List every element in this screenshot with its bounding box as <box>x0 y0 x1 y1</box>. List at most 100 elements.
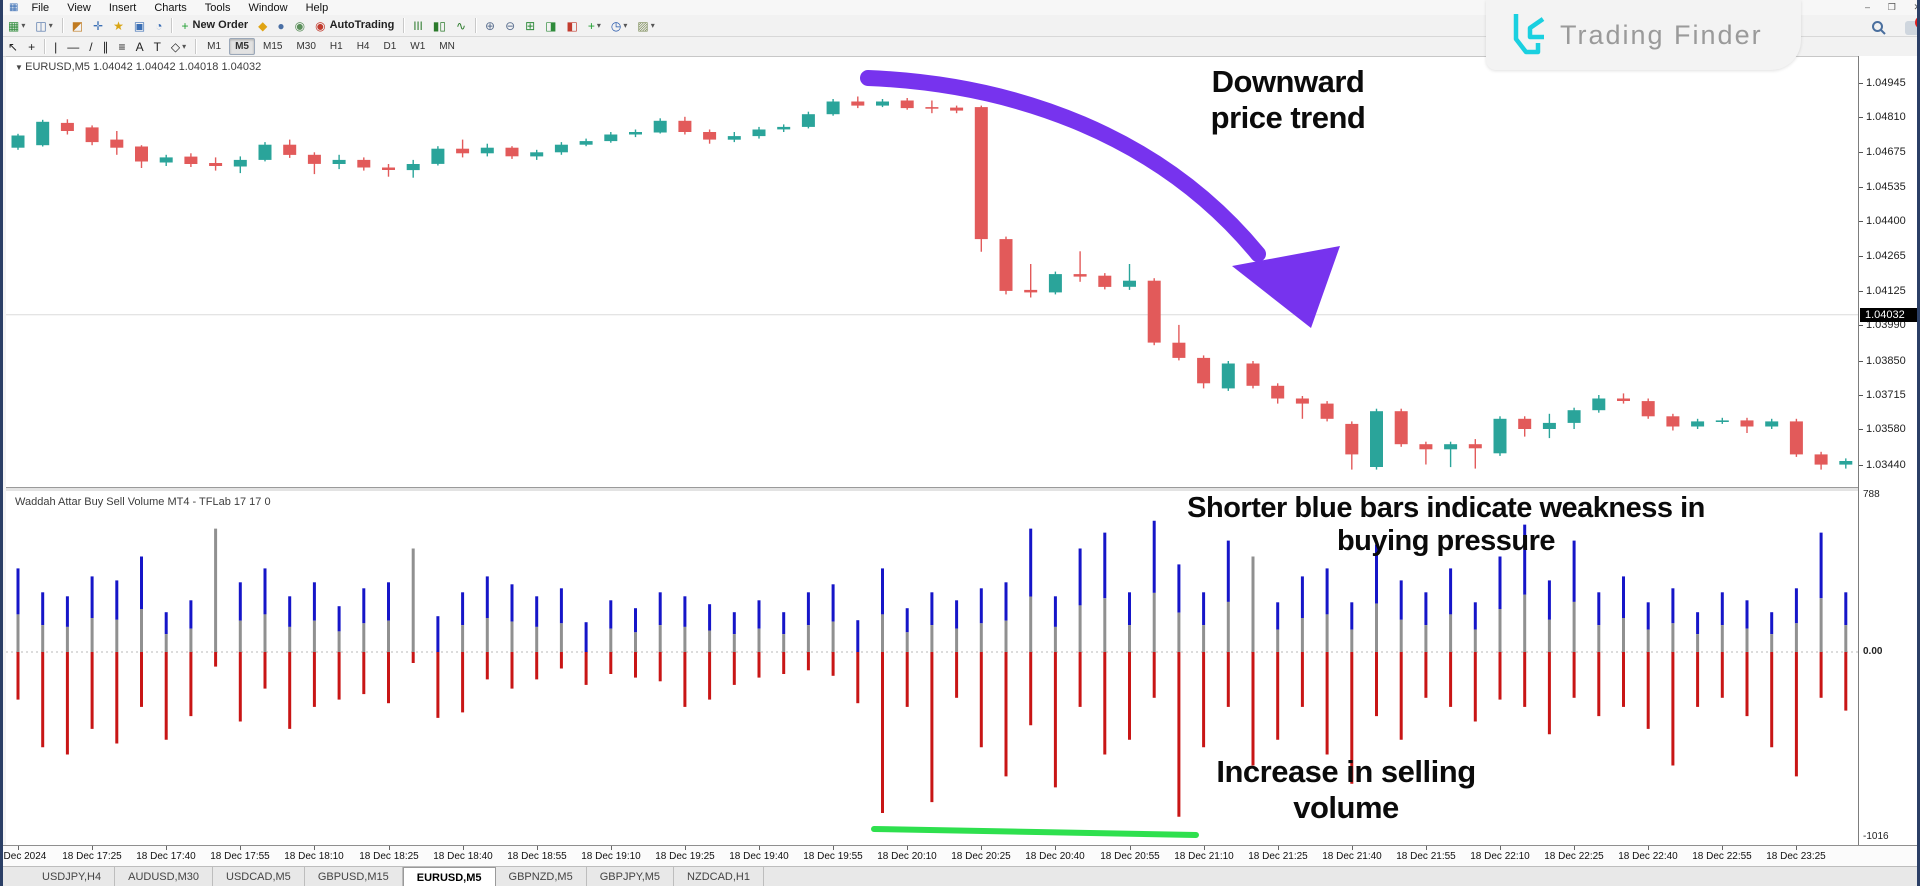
bar-chart-button[interactable]: ǀǀǀ <box>409 16 426 35</box>
volume-histogram[interactable] <box>6 492 1858 845</box>
candlestick-chart[interactable] <box>6 56 1858 487</box>
price-tick <box>1859 83 1863 84</box>
timeframe-M5[interactable]: M5 <box>229 38 255 55</box>
price-tick <box>1859 325 1863 326</box>
vline-tool[interactable]: | <box>50 37 61 56</box>
timeframe-H4[interactable]: H4 <box>356 41 370 52</box>
hline-tool[interactable]: — <box>63 37 83 56</box>
experts-button[interactable]: ● <box>273 16 288 35</box>
shapes-tool[interactable]: ◇ ▾ <box>167 37 190 56</box>
shapes-icon: ◇ <box>170 39 181 54</box>
text-icon: A <box>135 39 144 54</box>
fibonacci-icon: ≡ <box>118 39 126 54</box>
menu-view[interactable]: View <box>67 1 91 14</box>
strategy-tester-icon: ◔ <box>155 18 163 33</box>
maximize-button[interactable]: ❒ <box>1887 2 1896 12</box>
menu-help[interactable]: Help <box>305 1 329 14</box>
tab-gbpjpy-m5[interactable]: GBPJPY,M5 <box>586 867 675 886</box>
metaeditor-button[interactable]: ◆ <box>254 16 271 35</box>
time-label: 18 Dec 22:40 <box>1618 851 1678 862</box>
tab-nzdcad-h1[interactable]: NZDCAD,H1 <box>674 867 764 886</box>
new-chart-icon: ▦ <box>8 18 20 33</box>
time-tick <box>1204 846 1205 850</box>
zoom-in-button[interactable]: ⊕ <box>481 16 499 35</box>
menu-charts[interactable]: Charts <box>154 1 187 14</box>
minimize-button[interactable]: – <box>1865 2 1871 12</box>
search-icon[interactable] <box>1871 20 1887 36</box>
periods-button[interactable]: ◷ ▾ <box>607 16 632 35</box>
crosshair-tool[interactable]: + <box>24 37 39 56</box>
close-button[interactable]: ✕ <box>1913 2 1917 13</box>
time-label: 18 Dec 20:10 <box>877 851 937 862</box>
bar-chart-icon: ǀǀǀ <box>413 18 423 33</box>
chart-collapse-icon[interactable]: ▼ <box>15 63 26 72</box>
tile-windows-button[interactable]: ⊞ <box>521 16 539 35</box>
market-watch-button[interactable]: ◩ <box>68 16 87 35</box>
candle-chart-button[interactable]: ▮▯ <box>429 16 450 35</box>
timeframe-M30[interactable]: M30 <box>296 41 316 52</box>
dropdown-arrow-icon: ▾ <box>21 20 26 30</box>
vline-icon: | <box>54 39 58 54</box>
time-label: 18 Dec 23:25 <box>1766 851 1826 862</box>
strategy-tester-button[interactable]: ◔ <box>151 16 166 35</box>
cursor-tool[interactable]: ↖ <box>4 37 22 56</box>
timeframe-H1[interactable]: H1 <box>329 41 343 52</box>
tab-usdcad-m5[interactable]: USDCAD,M5 <box>213 867 305 886</box>
time-label: 18 Dec 22:55 <box>1692 851 1752 862</box>
timeframe-M1[interactable]: M1 <box>207 41 222 52</box>
time-label: 18 Dec 19:55 <box>803 851 863 862</box>
indicators-button[interactable]: + ▾ <box>584 16 605 35</box>
news-button[interactable]: ◉ <box>291 16 309 35</box>
tab-eurusd-m5[interactable]: EURUSD,M5 <box>402 867 496 886</box>
navigator-button[interactable]: ★ <box>109 16 128 35</box>
line-chart-button[interactable]: ∿ <box>452 16 470 35</box>
market-watch-icon: ◩ <box>71 18 84 33</box>
time-label: 18 Dec 18:40 <box>433 851 493 862</box>
fibonacci-tool[interactable]: ≡ <box>115 37 130 56</box>
time-tick <box>1352 846 1353 850</box>
tab-gbpnzd-m5[interactable]: GBPNZD,M5 <box>495 867 587 886</box>
menu-window[interactable]: Window <box>248 1 288 14</box>
timeframe-W1[interactable]: W1 <box>410 41 426 52</box>
toolbar-standard: ▦ ▾ ◫ ▾ ◩ ✛ ★ ▣ ◔ + New Order ◆ ● ◉ ◉ AutoTrading ǀǀǀ ▮▯ ∿… <box>3 15 1917 37</box>
pane-divider[interactable] <box>6 487 1858 492</box>
hline-icon: — <box>67 39 80 54</box>
new-chart-button[interactable]: ▦ ▾ <box>4 16 29 35</box>
menu-file[interactable]: File <box>31 1 50 14</box>
price-tick <box>1859 361 1863 362</box>
zoom-out-icon: ⊖ <box>505 18 516 33</box>
trendline-tool[interactable]: / <box>85 37 96 56</box>
timeframe-M15[interactable]: M15 <box>262 41 283 52</box>
price-axis[interactable]: 1.04945 1.04810 1.04675 1.04535 1.04400 1.042… <box>1858 56 1917 845</box>
time-tick <box>1648 846 1649 850</box>
templates-button[interactable]: ▨ ▾ <box>633 16 658 35</box>
notification-icon[interactable]: 1 <box>1905 16 1917 35</box>
channel-tool[interactable]: ∥ <box>99 37 113 56</box>
menu-insert[interactable]: Insert <box>108 1 137 14</box>
time-tick <box>389 846 390 850</box>
time-axis[interactable]: 18 Dec 2024 18 Dec 17:25 18 Dec 17:40 18 De… <box>3 845 1917 867</box>
timeframe-D1[interactable]: D1 <box>383 41 397 52</box>
tab-audusd-m30[interactable]: AUDUSD,M30 <box>115 867 214 886</box>
dropdown-arrow-icon: ▾ <box>182 41 187 51</box>
autotrading-button[interactable]: ◉ AutoTrading <box>311 16 398 35</box>
arrange-button[interactable]: ◨ <box>541 16 560 35</box>
new-order-button[interactable]: + New Order <box>177 16 252 35</box>
tab-usdjpy-h4[interactable]: USDJPY,H4 <box>29 867 116 886</box>
terminal-button[interactable]: ▣ <box>130 16 149 35</box>
tab-gbpusd-m15[interactable]: GBPUSD,M15 <box>304 867 403 886</box>
zoom-out-button[interactable]: ⊖ <box>501 16 519 35</box>
timeframe-MN[interactable]: MN <box>439 41 455 52</box>
profiles-button[interactable]: ◫ ▾ <box>31 16 56 35</box>
cascade-button[interactable]: ◧ <box>563 16 582 35</box>
price-label: 1.04125 <box>1866 285 1906 297</box>
label-icon: T <box>153 39 161 54</box>
text-tool[interactable]: A <box>132 37 148 56</box>
price-tick <box>1859 429 1863 430</box>
profiles-icon: ◫ <box>35 18 47 33</box>
label-tool[interactable]: T <box>150 37 165 56</box>
menu-tools[interactable]: Tools <box>204 1 231 14</box>
time-label: 18 Dec 19:25 <box>655 851 715 862</box>
data-window-button[interactable]: ✛ <box>89 16 107 35</box>
time-tick <box>463 846 464 850</box>
